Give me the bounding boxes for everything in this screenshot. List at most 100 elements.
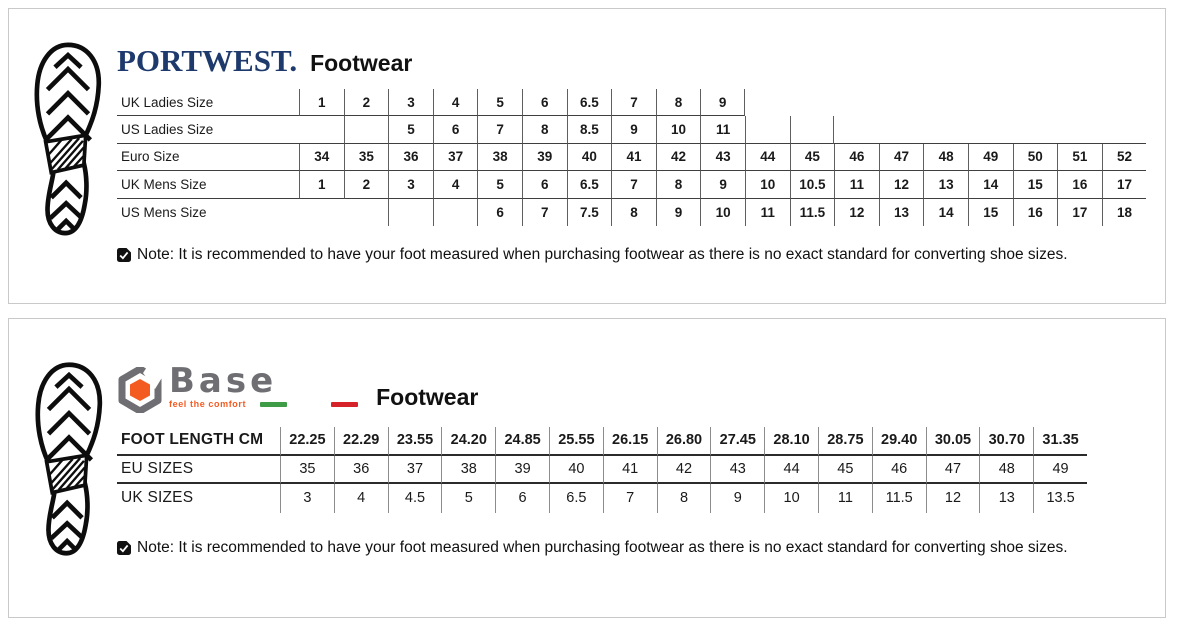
base-note: Note: It is recommended to have your foo… [117, 539, 1153, 557]
size-cell: 9 [700, 89, 745, 117]
size-cell: 18 [1101, 198, 1147, 226]
size-cell: 49 [967, 143, 1013, 172]
size-cell: 24.85 [495, 427, 549, 456]
size-cell: 15 [1012, 171, 1058, 199]
size-cell: 12 [834, 198, 879, 226]
size-cell: 30.70 [979, 427, 1034, 456]
size-cell [745, 89, 790, 116]
size-cell [923, 116, 968, 144]
size-cell: 52 [1101, 143, 1147, 172]
size-cell: 43 [710, 455, 765, 484]
size-cell: 1 [299, 89, 344, 117]
size-cell: 11.5 [871, 484, 926, 513]
base-panel: Base feel the comfort Footwear FOOT LENG… [8, 318, 1166, 618]
size-cell: 3 [388, 89, 433, 117]
size-cell: 17 [1057, 198, 1102, 226]
size-cell: 12 [878, 171, 924, 199]
size-cell: 44 [744, 143, 790, 172]
size-cell: 5 [388, 116, 433, 144]
size-cell: 51 [1057, 143, 1102, 172]
size-cell: 8 [655, 89, 701, 117]
size-cell: 14 [967, 171, 1013, 199]
size-cell: 7 [611, 171, 656, 199]
size-cell: 16 [1012, 198, 1058, 226]
size-cell: 27.45 [710, 427, 765, 456]
size-cell: 40 [566, 143, 612, 172]
size-cell: 7 [477, 116, 522, 144]
size-cell: 29.40 [871, 427, 926, 456]
size-cell: 15 [967, 198, 1013, 226]
size-cell: 9 [655, 198, 701, 226]
size-cell: 39 [495, 455, 549, 484]
size-cell: 5 [477, 89, 522, 117]
size-cell: 35 [343, 143, 389, 172]
size-cell: 50 [1012, 143, 1058, 172]
size-cell [879, 89, 924, 116]
size-cell [789, 116, 835, 144]
base-logo-word: Base [169, 361, 278, 401]
size-cell [834, 116, 879, 144]
base-footwear-title: Footwear [376, 384, 479, 410]
size-cell: 44 [764, 455, 818, 484]
size-cell: 31.35 [1033, 427, 1087, 456]
size-cell: 36 [333, 455, 388, 484]
size-cell [1012, 116, 1058, 144]
size-cell: 37 [432, 143, 478, 172]
size-cell: 6.5 [548, 484, 603, 513]
size-cell: 10.5 [789, 171, 835, 199]
size-cell: 34 [299, 143, 344, 172]
size-cell [878, 116, 924, 144]
base-tagline-row: feel the comfort [169, 399, 359, 409]
flag-red-dash [331, 401, 359, 407]
size-cell: 41 [602, 455, 657, 484]
size-cell: 48 [979, 455, 1034, 484]
size-cell: 11 [817, 484, 872, 513]
size-cell: 45 [817, 455, 872, 484]
size-cell: 7.5 [566, 198, 612, 226]
size-cell: 2 [343, 171, 389, 199]
note-check-icon [117, 540, 131, 555]
size-cell: 6.5 [566, 89, 612, 117]
size-cell: 3 [388, 171, 433, 199]
portwest-footwear-title: Footwear [310, 50, 413, 76]
size-cell: 11 [834, 171, 879, 199]
size-cell: 13 [979, 484, 1033, 513]
size-cell: 9 [710, 484, 764, 513]
size-cell: 26.80 [656, 427, 711, 456]
size-cell: 26.15 [602, 427, 657, 456]
size-cell: 11.5 [789, 198, 835, 226]
size-cell: 41 [611, 143, 656, 172]
size-cell: 7 [521, 198, 567, 226]
base-nut-icon [118, 367, 163, 413]
size-cell: 45 [789, 143, 835, 172]
size-cell: 35 [280, 455, 334, 484]
size-cell: 10 [655, 116, 701, 144]
size-cell: 6 [521, 89, 567, 117]
size-cell: 14 [923, 198, 968, 226]
size-cell: 6.5 [566, 171, 612, 199]
base-logo: Base feel the comfort [117, 361, 359, 413]
size-cell: 24.20 [441, 427, 496, 456]
size-cell [343, 116, 389, 144]
size-cell: 4 [432, 171, 478, 199]
size-cell: 12 [925, 484, 980, 513]
size-cell: 13 [878, 198, 924, 226]
size-cell: 8 [611, 198, 656, 226]
row-label: Euro Size [117, 144, 299, 172]
size-cell: 7 [611, 89, 656, 117]
size-cell: 2 [343, 89, 389, 117]
size-cell: 28.75 [817, 427, 872, 456]
size-cell: 39 [521, 143, 567, 172]
size-cell: 38 [477, 143, 522, 172]
size-cell: 4 [333, 484, 388, 513]
base-tagline: feel the comfort [169, 399, 247, 409]
size-cell: 11 [700, 116, 745, 144]
size-cell: 42 [656, 455, 711, 484]
size-cell: 49 [1033, 455, 1087, 484]
size-cell: 25.55 [548, 427, 603, 456]
size-cell: 4.5 [387, 484, 442, 513]
size-cell [834, 89, 879, 116]
size-cell: 1 [299, 171, 344, 199]
note-text: Note: It is recommended to have your foo… [137, 538, 1068, 556]
